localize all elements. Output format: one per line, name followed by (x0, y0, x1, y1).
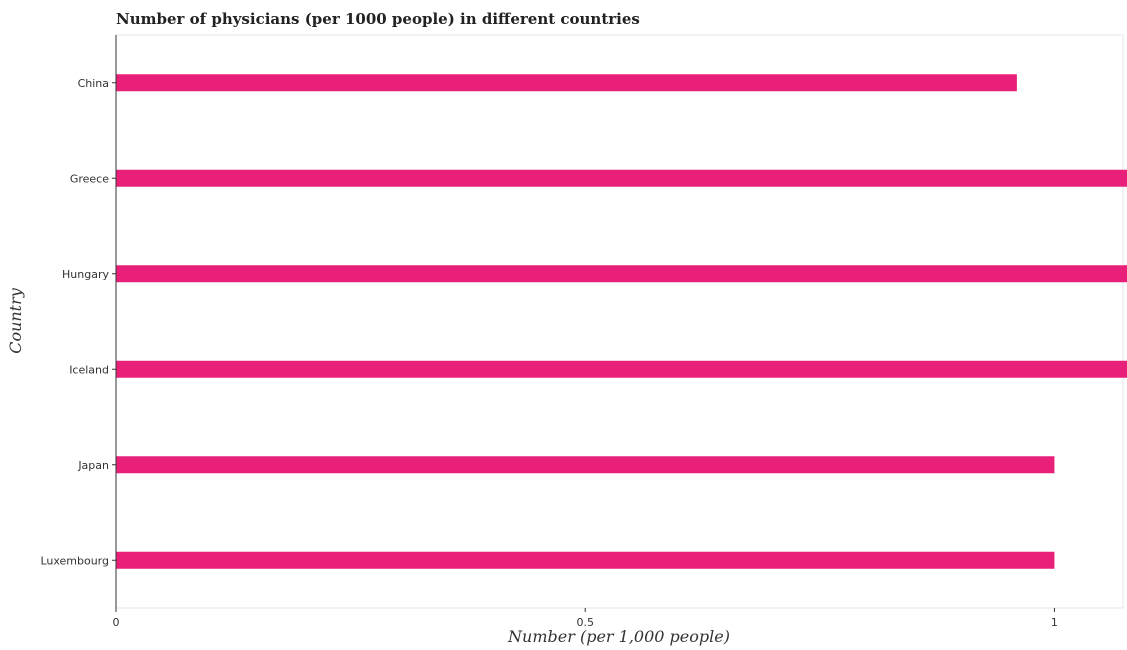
x-tick-label: 0 (113, 616, 120, 629)
y-tick-label-iceland: Iceland (69, 363, 109, 376)
y-tick-label-greece: Greece (70, 172, 109, 185)
x-axis-title: Number (per 1,000 people) (507, 627, 730, 646)
y-tick-label-japan: Japan (77, 459, 109, 472)
bars-group (116, 74, 1127, 569)
x-tick-label: 0.5 (576, 616, 594, 629)
y-tick-label-luxembourg: Luxembourg (40, 554, 109, 567)
bar-greece (116, 169, 1127, 187)
x-tick-label: 1 (1051, 616, 1058, 629)
plot-frame (115, 34, 1124, 609)
bar-hungary (116, 265, 1127, 283)
y-tick-label-hungary: Hungary (62, 268, 109, 281)
y-axis-title: Country (6, 287, 25, 354)
bar-china (116, 74, 1017, 92)
y-tick-label-china: China (78, 77, 109, 90)
bar-japan (116, 456, 1055, 474)
x-axis: 00.511.5 (113, 608, 1058, 629)
bar-luxembourg (116, 551, 1055, 569)
y-axis: China Greece Hungary Iceland Japan Luxembourg (40, 35, 117, 608)
bar-iceland (116, 360, 1127, 378)
chart-title: Number of physicians (per 1000 people) i… (116, 10, 640, 28)
